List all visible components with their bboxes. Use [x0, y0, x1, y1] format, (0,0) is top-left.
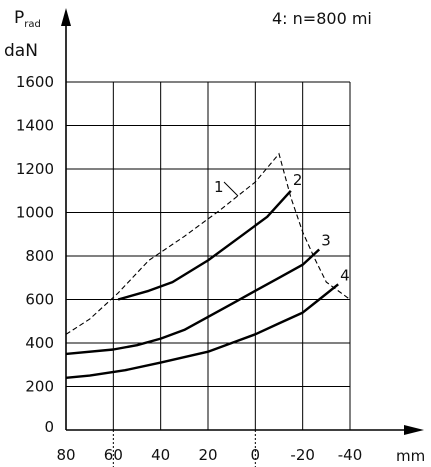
y-axis-arrow: [61, 8, 71, 26]
grid: [66, 81, 351, 430]
y-tick-label: 1600: [16, 73, 54, 91]
x-tick-label: 40: [151, 446, 170, 464]
series-label-3: 3: [321, 231, 331, 249]
series-label-4: 4: [340, 266, 350, 284]
series-label-leader-1: [223, 181, 239, 197]
series-label-2: 2: [293, 171, 303, 189]
series-line-1: [65, 152, 351, 335]
y-tick-label: 600: [25, 291, 54, 309]
x-tick-label: -40: [338, 446, 363, 464]
series-line-4: [65, 283, 339, 379]
x-axis-arrow: [404, 425, 424, 435]
y-tick-label: 200: [25, 378, 54, 396]
x-tick-label: 60: [104, 446, 123, 464]
y-tick-label: 400: [25, 334, 54, 352]
series-line-2: [117, 189, 292, 301]
y-tick-label: 1200: [16, 160, 54, 178]
x-axis-unit: mm: [396, 447, 425, 465]
x-tick-label: -20: [290, 446, 315, 464]
series-label-1: 1: [214, 178, 224, 196]
series-line-3: [65, 248, 321, 356]
y-axis-unit: daN: [4, 41, 38, 61]
x-tick-label: 20: [198, 446, 217, 464]
x-tick-label: 80: [56, 446, 75, 464]
x-tick-label: 0: [251, 446, 261, 464]
y-tick-label: 0: [44, 418, 54, 436]
y-tick-label: 1000: [16, 204, 54, 222]
axes: [61, 8, 424, 467]
y-axis-label: Prad: [14, 8, 41, 30]
header-note: 4: n=800 mi: [272, 9, 372, 28]
y-axis-label-sub: rad: [24, 19, 41, 30]
y-tick-label: 1400: [16, 117, 54, 135]
curves: [65, 152, 351, 379]
curve-labels: 1 2 34: [214, 171, 350, 285]
y-axis-label-main: P: [14, 8, 24, 28]
y-tick-label: 800: [25, 247, 54, 265]
